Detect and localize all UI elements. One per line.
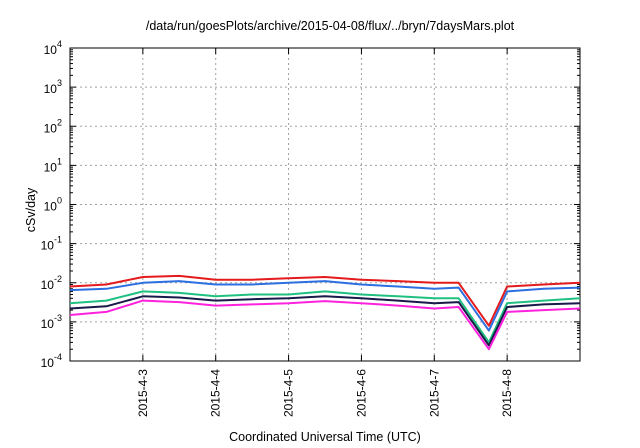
series-line — [69, 274, 581, 327]
y-tick-label: 101 — [44, 156, 62, 174]
y-tick-label: 10-1 — [41, 235, 62, 253]
plot-frame — [69, 47, 581, 362]
x-tick-label: 2015-4-8 — [500, 369, 514, 417]
chart-title: /data/run/goesPlots/archive/2015-04-08/f… — [145, 19, 515, 33]
x-tick-label: 2015-4-3 — [136, 369, 150, 417]
y-tick-label: 100 — [44, 196, 62, 214]
series-line — [69, 295, 581, 347]
series-line — [69, 290, 581, 344]
y-tick-label: 103 — [44, 78, 62, 96]
x-tick-label: 2015-4-6 — [354, 369, 368, 417]
y-tick-label: 10-2 — [41, 274, 62, 292]
y-tick-label: 102 — [44, 117, 62, 135]
series-line — [69, 280, 581, 332]
y-tick-label: 10-4 — [41, 352, 62, 370]
y-tick-label: 10-3 — [41, 313, 62, 331]
x-tick-label: 2015-4-7 — [427, 369, 441, 417]
y-tick-label: 104 — [44, 39, 62, 57]
x-tick-label: 2015-4-5 — [282, 369, 296, 417]
x-tick-label: 2015-4-4 — [209, 369, 223, 417]
x-axis-label: Coordinated Universal Time (UTC) — [229, 430, 421, 444]
series-line — [69, 299, 581, 351]
